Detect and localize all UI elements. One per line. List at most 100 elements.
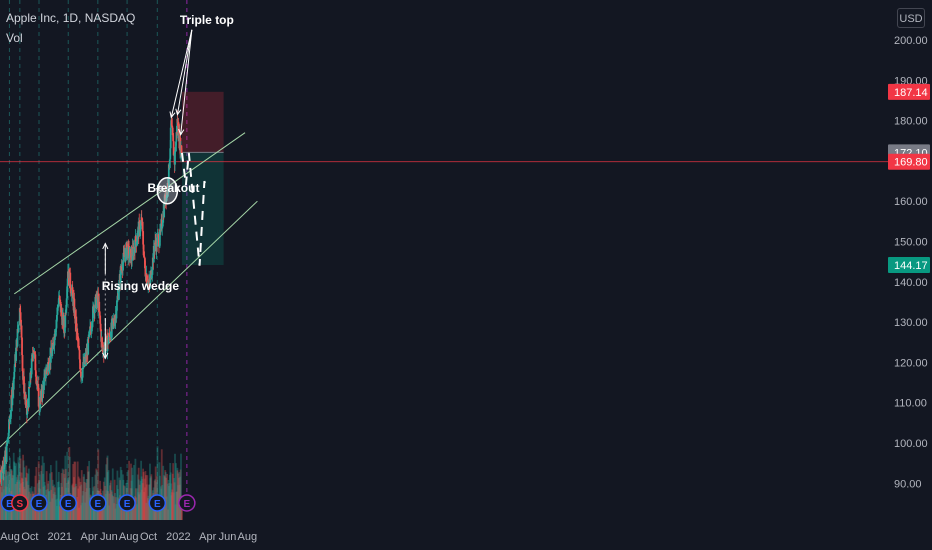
volume-bar [168, 483, 171, 520]
volume-bar [158, 462, 161, 520]
earnings-badge[interactable]: E [59, 494, 77, 512]
x-tick-label: Aug [119, 531, 139, 543]
candle-body [175, 132, 178, 134]
candle-body [163, 201, 166, 218]
volume-bar [9, 457, 11, 520]
candle-body [127, 244, 130, 259]
candle-body [103, 348, 106, 355]
candle-body [164, 197, 167, 205]
price-tag [888, 256, 930, 273]
volume-bar [87, 471, 90, 520]
candle-body [171, 127, 174, 136]
volume-bar [141, 483, 144, 520]
drawings[interactable] [156, 152, 208, 266]
volume-bar [91, 502, 93, 520]
earnings-badge-circle[interactable] [11, 494, 29, 512]
candle-body [12, 377, 15, 390]
candle-body [73, 297, 75, 299]
volume-bar [135, 497, 138, 520]
earnings-badge-circle[interactable] [148, 494, 167, 512]
earnings-badge-circle[interactable] [30, 494, 48, 512]
rising-wedge-label[interactable]: Rising wedge [102, 279, 180, 293]
candle-body [54, 332, 57, 337]
candle-body [175, 132, 178, 142]
projection-path[interactable] [181, 152, 208, 266]
volume-bar [49, 465, 52, 520]
volume-bar [172, 463, 175, 520]
earnings-badge[interactable]: E [178, 494, 196, 512]
candle-body [58, 296, 61, 300]
volume-bar [5, 462, 8, 520]
lower-wedge-line[interactable] [0, 200, 258, 448]
candle-body [170, 119, 173, 126]
candle-body [23, 376, 25, 394]
x-tick-label: 2022 [166, 531, 190, 543]
volume-bar [142, 468, 145, 520]
volume-bar [110, 491, 113, 520]
candle-body [138, 222, 141, 233]
breakout-circle[interactable] [156, 176, 179, 205]
triple-top-arrow-3 [180, 29, 193, 135]
stop-loss-zone[interactable] [182, 91, 224, 153]
volume-bar [14, 465, 17, 520]
triple-top-label[interactable]: Triple top [180, 13, 234, 27]
volume-bar [79, 481, 82, 520]
candle-body [124, 248, 127, 261]
earnings-badge[interactable]: E [89, 494, 107, 512]
candle-body [65, 298, 68, 305]
candle-body [165, 190, 168, 201]
candle-body [31, 354, 34, 359]
volume-bar [51, 498, 54, 520]
candle-body [121, 270, 124, 272]
candle-body [180, 145, 183, 153]
triple-top-arrow-3-head [178, 128, 185, 136]
earnings-badge-circle[interactable] [59, 494, 77, 512]
earnings-badge-circle[interactable] [118, 494, 136, 512]
earnings-badge[interactable]: E [148, 494, 167, 512]
take-profit-zone[interactable] [182, 152, 224, 265]
candle-body [10, 395, 13, 399]
earnings-badge-circle[interactable] [178, 494, 196, 512]
candle-body [91, 327, 93, 329]
earnings-badge[interactable]: S [11, 494, 29, 512]
candle-body [128, 246, 131, 258]
earnings-badge[interactable]: E [30, 494, 48, 512]
candle-body [132, 247, 134, 249]
upper-wedge-line[interactable] [14, 132, 246, 295]
y-tick-label: 200.00 [894, 35, 928, 47]
currency-button[interactable]: USD [897, 8, 925, 28]
earnings-badge-label: E [154, 499, 161, 510]
candle-body [144, 258, 146, 269]
volume-bar [87, 471, 90, 520]
candle-body [76, 328, 79, 334]
candle-body [131, 259, 133, 261]
volume-bar [29, 493, 32, 520]
candle-body [35, 376, 38, 384]
volume-bar [81, 495, 84, 520]
candle-body [63, 321, 66, 332]
volume-bar [85, 479, 88, 520]
breakout-label[interactable]: Breakout [147, 181, 199, 195]
volume-bar [27, 468, 30, 520]
trendlines[interactable] [0, 132, 888, 448]
volume-bar [85, 482, 87, 520]
volume-bar [132, 508, 135, 520]
volume-bar [84, 491, 87, 520]
candle-body [78, 349, 81, 360]
candle-body [64, 312, 67, 328]
short-position-tool[interactable] [182, 91, 224, 265]
volume-bar [32, 504, 35, 520]
candle-body [6, 443, 9, 445]
volume-bar [76, 461, 79, 520]
annotations[interactable]: Triple top Breakout Rising wedge [102, 13, 234, 360]
earnings-badge-circle[interactable] [89, 494, 107, 512]
volume-bar [77, 488, 80, 520]
candle-body [45, 374, 47, 379]
candle-body [56, 307, 59, 315]
earnings-badge[interactable]: E [118, 494, 136, 512]
volume-bar [138, 484, 141, 520]
